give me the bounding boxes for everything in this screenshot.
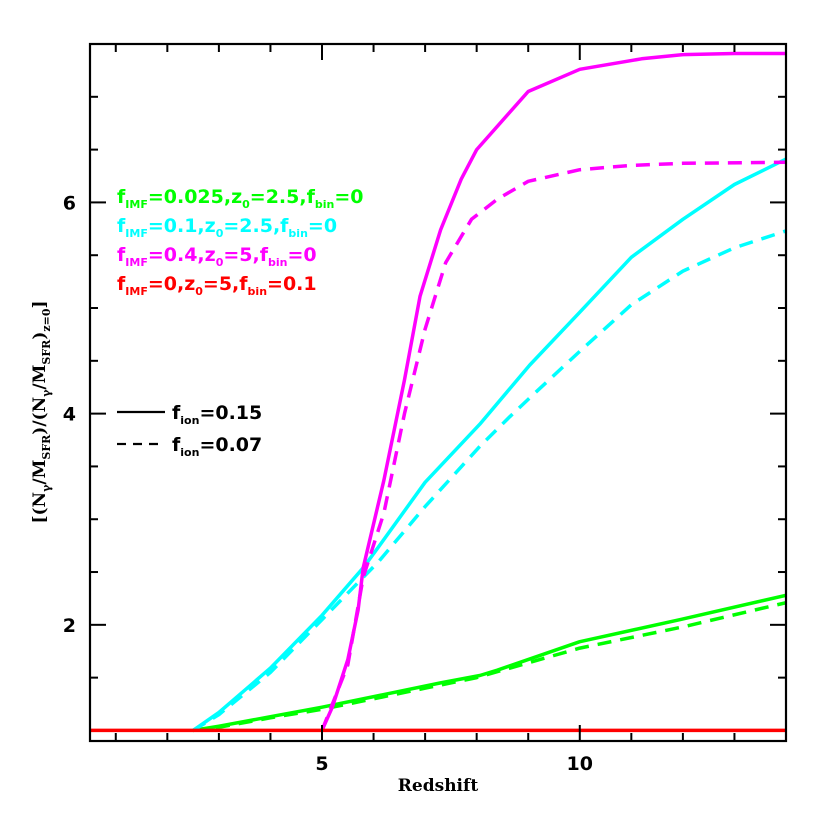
plot-series <box>90 51 786 733</box>
x-axis-title: Redshift <box>398 776 479 796</box>
legend-entry-2: fIMF=0.4,z0=5,fbin=0 <box>117 244 317 269</box>
axis-tick-labels: 5 10 2 4 6 <box>63 192 593 775</box>
plot-frame <box>88 42 788 743</box>
x-tick-label: 5 <box>315 753 328 775</box>
legend-entry-3: fIMF=0,z0=5,fbin=0.1 <box>117 273 317 298</box>
legend-style-entry-1: fion=0.07 <box>172 434 262 459</box>
series-line-5 <box>320 160 786 732</box>
series-line-0 <box>192 593 786 733</box>
legend-entry-0: fIMF=0.025,z0=2.5,fbin=0 <box>117 186 363 211</box>
axis-ticks <box>90 44 786 741</box>
y-axis-title: [(Nγ/MSFR)/(Nγ/MSFR)z=0] <box>30 300 53 523</box>
series-line-1 <box>192 600 786 733</box>
y-tick-label: 4 <box>63 404 76 426</box>
legend-parameter-sets: fIMF=0.025,z0=2.5,fbin=0 fIMF=0.1,z0=2.5,… <box>117 186 363 298</box>
series-line-3 <box>192 229 786 732</box>
legend-line-styles: fion=0.15 fion=0.07 <box>117 402 262 459</box>
series-line-2 <box>192 157 786 732</box>
legend-style-entry-0: fion=0.15 <box>172 402 262 427</box>
legend-entry-1: fIMF=0.1,z0=2.5,fbin=0 <box>117 215 337 240</box>
x-tick-label: 10 <box>567 753 593 775</box>
y-tick-label: 6 <box>63 192 76 214</box>
svg-text:[(Nγ/MSFR)/(Nγ/MSFR)z=0]: [(Nγ/MSFR)/(Nγ/MSFR)z=0] <box>30 300 53 523</box>
y-tick-label: 2 <box>63 615 76 637</box>
series-line-4 <box>320 51 786 732</box>
